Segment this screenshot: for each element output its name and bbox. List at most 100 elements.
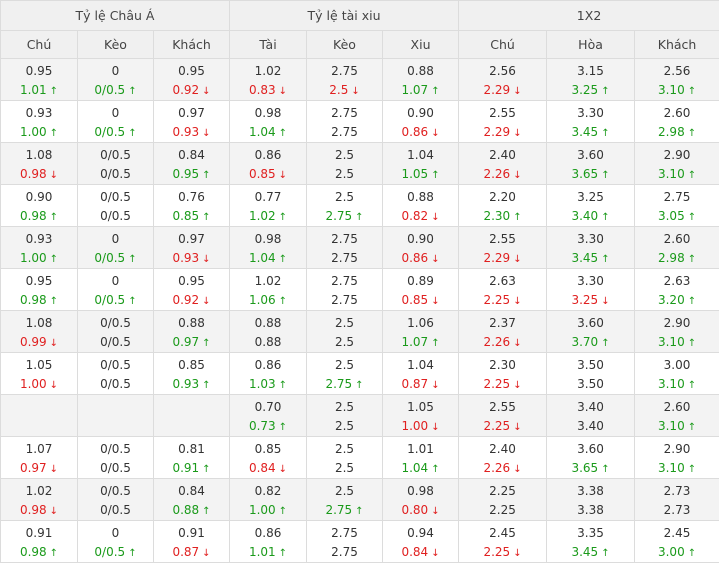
- odds-value: 2.29: [483, 125, 510, 139]
- odds-value: 1.00: [401, 419, 428, 433]
- odds-cell: 0.82↓: [383, 206, 459, 227]
- odds-value: 2.5: [335, 484, 354, 498]
- odds-value: 0/0.5: [100, 461, 131, 475]
- odds-cell: 0.95: [154, 59, 230, 81]
- odds-cell: 3.60: [547, 143, 635, 165]
- odds-cell: 2.98↑: [635, 248, 719, 269]
- odds-value: 0: [112, 106, 120, 120]
- group-header-asian-handicap: Tỷ lệ Châu Á: [1, 1, 230, 31]
- odds-row-bottom: 1.01↑0/0.5↑0.92↓0.83↓2.5↓1.07↑2.29↓3.25↑…: [1, 80, 719, 101]
- arrow-down-icon: ↓: [513, 338, 521, 349]
- odds-cell: 2.63: [459, 269, 547, 291]
- odds-cell: 1.03↑: [230, 374, 307, 395]
- odds-cell: 2.5: [307, 143, 383, 165]
- odds-cell: 2.40: [459, 437, 547, 459]
- odds-cell: 0.86: [230, 353, 307, 375]
- odds-value: 3.10: [658, 83, 685, 97]
- odds-value: 0.90: [407, 106, 434, 120]
- odds-value: 2.75: [331, 545, 358, 559]
- odds-value: 2.45: [489, 526, 516, 540]
- arrow-down-icon: ↓: [202, 254, 210, 265]
- odds-cell: 0/0.5: [78, 143, 154, 165]
- odds-cell: 0/0.5↑: [78, 248, 154, 269]
- odds-cell: 2.26↓: [459, 458, 547, 479]
- arrow-down-icon: ↓: [431, 128, 439, 139]
- odds-value: 0.95: [172, 167, 199, 181]
- odds-cell: 2.20: [459, 185, 547, 207]
- column-header-away-win: Khách: [635, 31, 719, 59]
- odds-cell: 2.5↓: [307, 80, 383, 101]
- arrow-up-icon: ↑: [128, 254, 136, 265]
- odds-cell: 2.29↓: [459, 248, 547, 269]
- odds-value: 0.98: [20, 293, 47, 307]
- odds-value: 3.65: [571, 461, 598, 475]
- odds-value: 2.5: [329, 83, 348, 97]
- odds-cell: 3.50: [547, 353, 635, 375]
- odds-cell: 3.20↑: [635, 290, 719, 311]
- odds-value: 0: [112, 232, 120, 246]
- odds-cell: 3.40: [547, 395, 635, 417]
- odds-cell: 2.5: [307, 185, 383, 207]
- odds-value: 0.86: [401, 125, 428, 139]
- odds-value: 3.45: [571, 251, 598, 265]
- odds-value: 0/0.5: [100, 148, 131, 162]
- odds-value: 2.75: [331, 106, 358, 120]
- odds-cell: 2.25↓: [459, 290, 547, 311]
- arrow-up-icon: ↑: [688, 296, 696, 307]
- odds-value: 3.38: [577, 503, 604, 517]
- odds-value: 2.60: [664, 400, 691, 414]
- odds-cell: 0.88: [230, 311, 307, 333]
- arrow-down-icon: ↓: [431, 212, 439, 223]
- odds-cell: 2.45: [459, 521, 547, 543]
- arrow-up-icon: ↑: [688, 254, 696, 265]
- odds-value: 2.5: [335, 167, 354, 181]
- odds-value: 1.08: [26, 316, 53, 330]
- odds-cell: 2.5: [307, 164, 383, 185]
- odds-cell: 2.25: [459, 479, 547, 501]
- odds-value: 1.06: [407, 316, 434, 330]
- odds-cell: 1.00↑: [230, 500, 307, 521]
- odds-cell: 1.02: [1, 479, 78, 501]
- odds-value: 0.99: [20, 335, 47, 349]
- odds-value: 2.5: [335, 419, 354, 433]
- arrow-down-icon: ↓: [202, 548, 210, 559]
- odds-value: 2.90: [664, 316, 691, 330]
- odds-value: 2.26: [483, 167, 510, 181]
- odds-cell: 1.00↑: [1, 248, 78, 269]
- odds-cell: 2.75: [307, 542, 383, 563]
- odds-value: 2.98: [658, 251, 685, 265]
- odds-value: 2.45: [664, 526, 691, 540]
- arrow-up-icon: ↑: [601, 338, 609, 349]
- odds-value: 2.98: [658, 125, 685, 139]
- odds-value: 2.60: [664, 232, 691, 246]
- odds-cell: 1.05: [383, 395, 459, 417]
- odds-value: 1.02: [255, 274, 282, 288]
- odds-value: 3.45: [571, 125, 598, 139]
- odds-value: 3.30: [577, 106, 604, 120]
- odds-cell: 2.40: [459, 143, 547, 165]
- odds-value: 1.02: [255, 64, 282, 78]
- odds-value: 2.29: [483, 251, 510, 265]
- odds-cell: [1, 416, 78, 437]
- arrow-up-icon: ↑: [601, 212, 609, 223]
- odds-cell: 3.10↑: [635, 458, 719, 479]
- odds-cell: 0.82: [230, 479, 307, 501]
- odds-cell: 2.30↑: [459, 206, 547, 227]
- arrow-up-icon: ↑: [431, 86, 439, 97]
- odds-value: 0.70: [255, 400, 282, 414]
- arrow-up-icon: ↑: [688, 128, 696, 139]
- odds-cell: 2.30: [459, 353, 547, 375]
- odds-cell: 0.99↓: [1, 332, 78, 353]
- odds-cell: 2.25↓: [459, 374, 547, 395]
- odds-value: 2.25: [489, 484, 516, 498]
- odds-cell: 3.00: [635, 353, 719, 375]
- odds-cell: 2.60: [635, 101, 719, 123]
- odds-cell: 2.55: [459, 227, 547, 249]
- odds-cell: 0.95: [154, 269, 230, 291]
- column-header-line: Kèo: [307, 31, 383, 59]
- odds-value: 2.75: [325, 377, 352, 391]
- odds-cell: 0.93↑: [154, 374, 230, 395]
